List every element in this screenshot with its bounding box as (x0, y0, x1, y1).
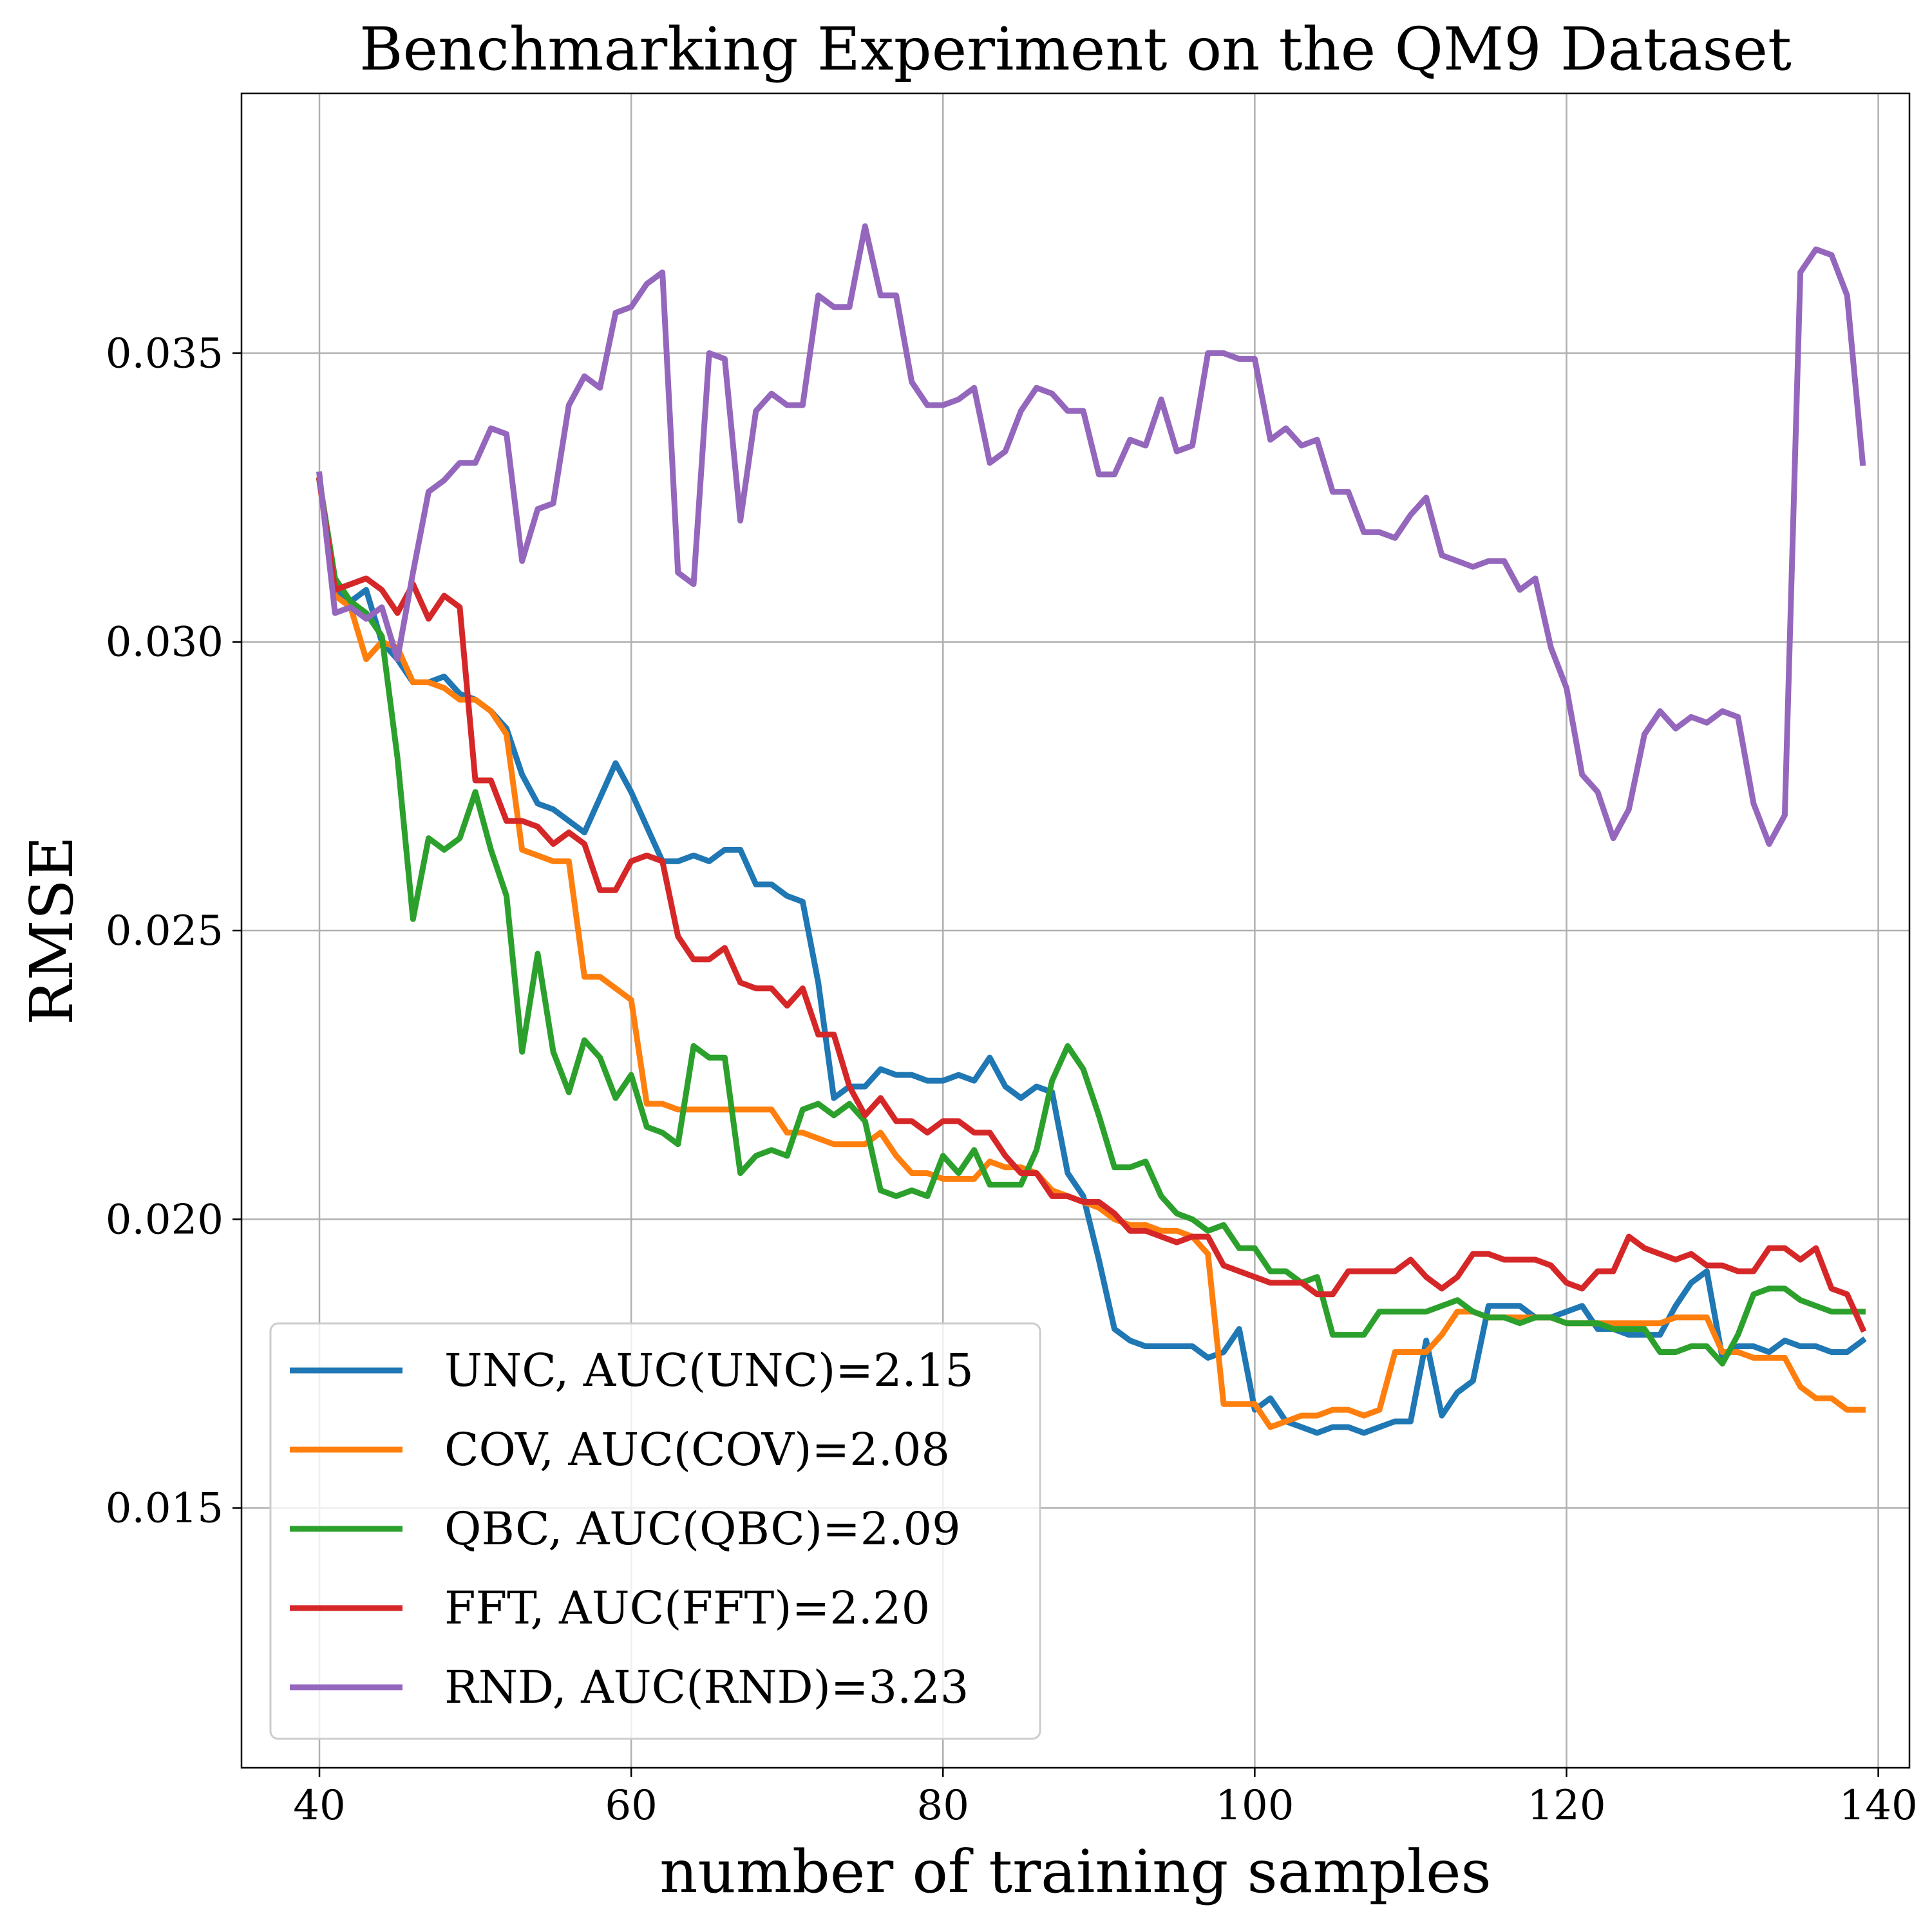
legend-frame (269, 1322, 1041, 1740)
series-line-rnd (316, 223, 1866, 847)
legend-label-fft: FFT, AUC(FFT)=2.20 (444, 1582, 930, 1634)
y-tick-label: 0.030 (106, 619, 223, 667)
legend: UNC, AUC(UNC)=2.15 COV, AUC(COV)=2.08 QBC,… (269, 1322, 1041, 1740)
y-axis-ticks: 0.015 0.020 0.025 0.030 0.035 (106, 330, 242, 1533)
y-tick-label: 0.025 (106, 907, 223, 955)
legend-label-rnd: RND, AUC(RND)=3.23 (444, 1661, 969, 1714)
x-tick-label: 100 (1215, 1782, 1294, 1830)
x-tick-label: 120 (1527, 1782, 1605, 1830)
y-axis-label: RMSE (17, 836, 86, 1025)
series-line-qbc (316, 477, 1866, 1367)
y-tick-label: 0.015 (106, 1485, 223, 1533)
legend-label-unc: UNC, AUC(UNC)=2.15 (444, 1344, 974, 1397)
series-lines (316, 223, 1867, 1436)
legend-label-cov: COV, AUC(COV)=2.08 (444, 1423, 950, 1476)
x-tick-label: 60 (605, 1782, 657, 1830)
chart-title: Benchmarking Experiment on the QM9 Datas… (359, 15, 1792, 84)
series-line-fft (316, 477, 1867, 1333)
grid (242, 93, 1909, 1768)
y-tick-label: 0.020 (106, 1196, 223, 1244)
legend-label-qbc: QBC, AUC(QBC)=2.09 (444, 1502, 961, 1555)
y-tick-label: 0.035 (106, 330, 223, 377)
x-tick-label: 80 (917, 1782, 969, 1830)
x-axis-ticks: 40 60 80 100 120 140 (293, 1768, 1918, 1830)
x-axis-label: number of training samples (659, 1837, 1492, 1906)
x-tick-label: 40 (293, 1782, 345, 1830)
x-tick-label: 140 (1839, 1782, 1918, 1830)
